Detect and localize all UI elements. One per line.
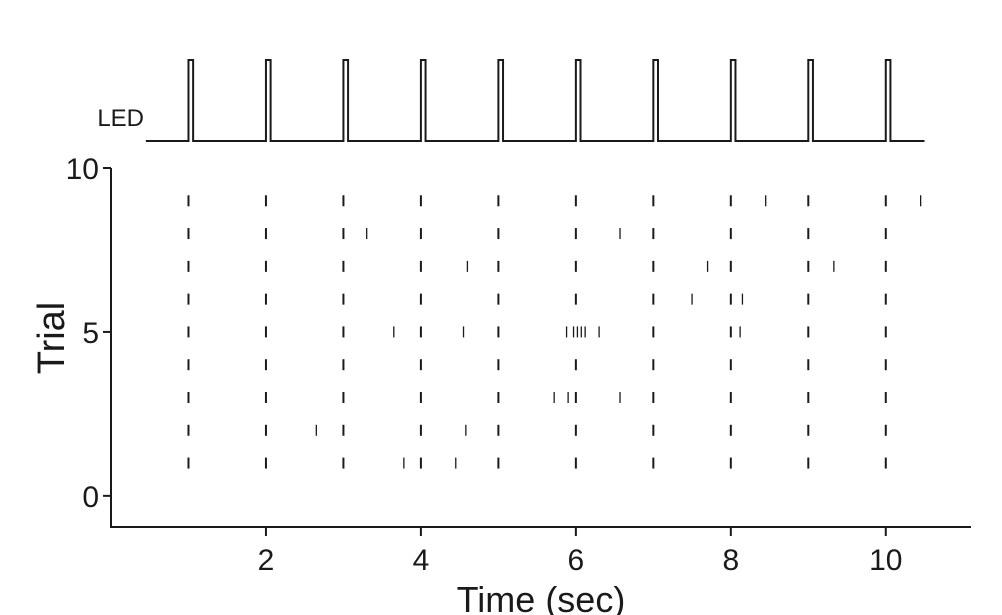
spike-raster [187,195,922,469]
x-tick-label: 6 [568,544,585,577]
led-stimulus-trace [145,59,925,142]
y-tick-label: 10 [66,153,99,186]
y-tick-label: 0 [82,481,99,514]
y-tick-label: 5 [82,317,99,350]
x-axis-label: Time (sec) [457,579,626,615]
x-tick-label: 8 [722,544,739,577]
x-tick-label: 4 [413,544,430,577]
x-ticks: 2 4 6 8 10 [258,527,902,577]
axes [110,168,971,528]
led-stimulus-trace-group [145,59,925,142]
x-tick-label: 10 [869,544,902,577]
y-axis-label: Trial [31,302,73,374]
y-ticks: 0 5 10 [66,153,111,514]
led-label: LED [97,105,144,132]
x-tick-label: 2 [258,544,275,577]
